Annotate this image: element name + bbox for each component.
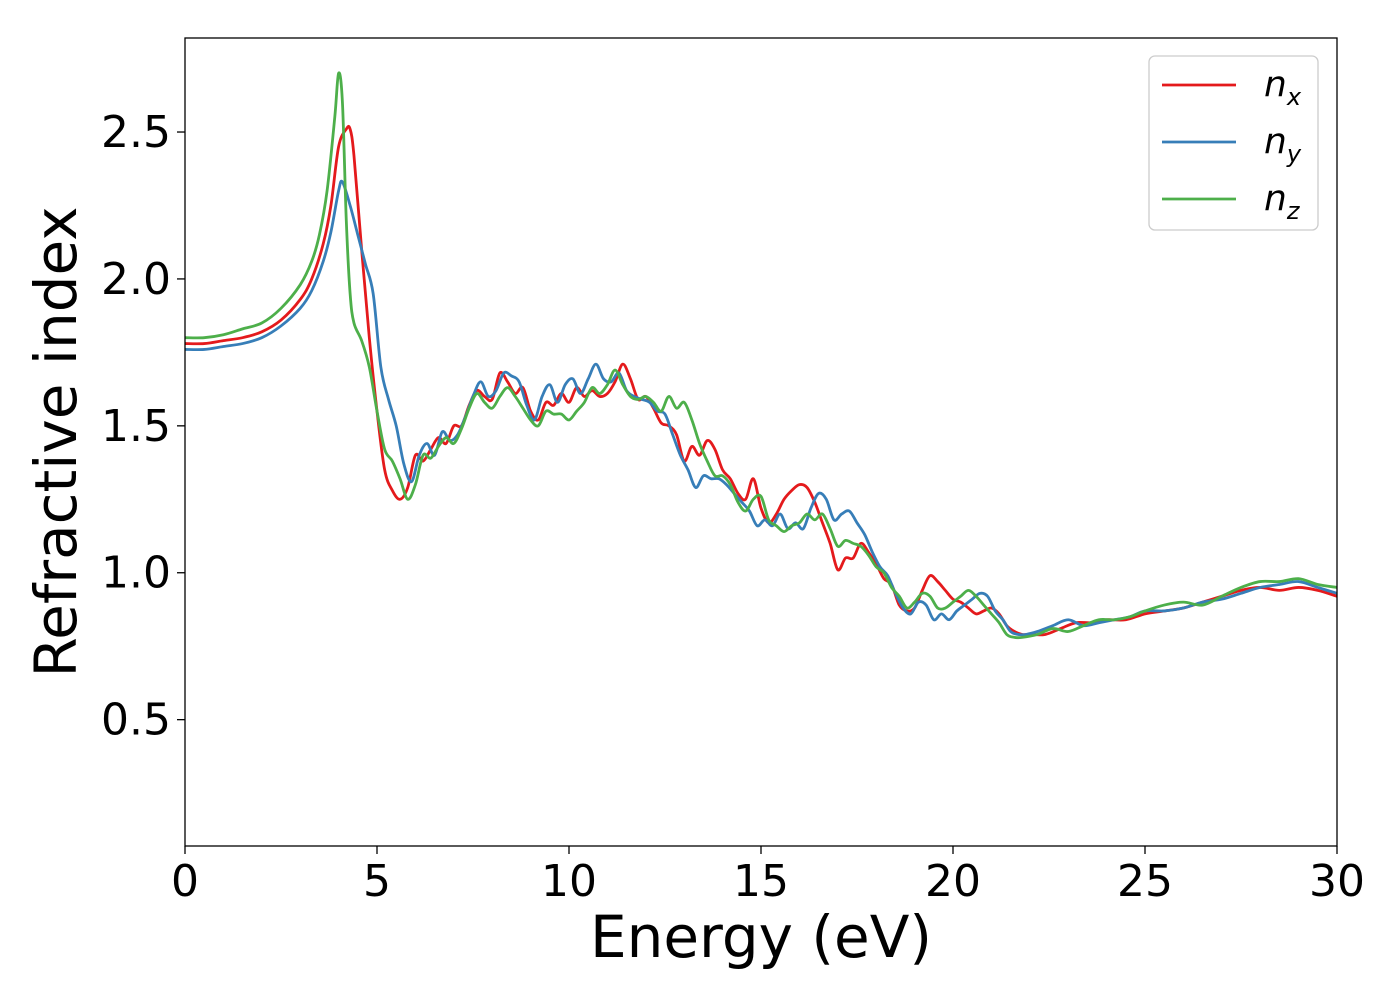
y-tick-label: 2.0 — [101, 254, 171, 305]
legend-entry-subscript: z — [1286, 197, 1301, 225]
x-tick-label: 10 — [541, 856, 597, 907]
x-tick-label: 25 — [1117, 856, 1173, 907]
y-tick-label: 2.5 — [101, 107, 171, 158]
legend-entry-label: n — [1264, 64, 1287, 105]
x-tick-label: 30 — [1309, 856, 1365, 907]
legend-entry: nx — [1264, 64, 1302, 111]
y-axis-label: Refractive index — [22, 206, 90, 677]
legend-entry-label: n — [1264, 121, 1287, 162]
x-axis-label: Energy (eV) — [590, 903, 932, 971]
x-tick-label: 0 — [171, 856, 199, 907]
plot-area — [185, 38, 1337, 846]
x-axis-ticks: 0 5 10 15 20 25 30 — [171, 846, 1365, 907]
legend-entry-label: n — [1264, 178, 1287, 219]
series-layer — [185, 71, 1337, 640]
x-tick-label: 15 — [733, 856, 789, 907]
legend-entry: ny — [1264, 121, 1302, 168]
y-tick-label: 1.0 — [101, 548, 171, 599]
x-tick-label: 20 — [925, 856, 981, 907]
series-line-nz — [185, 71, 1337, 640]
series-line-ny — [185, 179, 1337, 637]
y-tick-label: 0.5 — [101, 695, 171, 746]
x-tick-label: 5 — [363, 856, 391, 907]
y-axis-ticks: 0.5 1.0 1.5 2.0 2.5 — [101, 107, 185, 746]
legend-entry-subscript: x — [1286, 83, 1302, 111]
y-tick-label: 1.5 — [101, 401, 171, 452]
legend-entry-subscript: y — [1286, 140, 1302, 168]
legend-entry: nz — [1264, 178, 1301, 225]
